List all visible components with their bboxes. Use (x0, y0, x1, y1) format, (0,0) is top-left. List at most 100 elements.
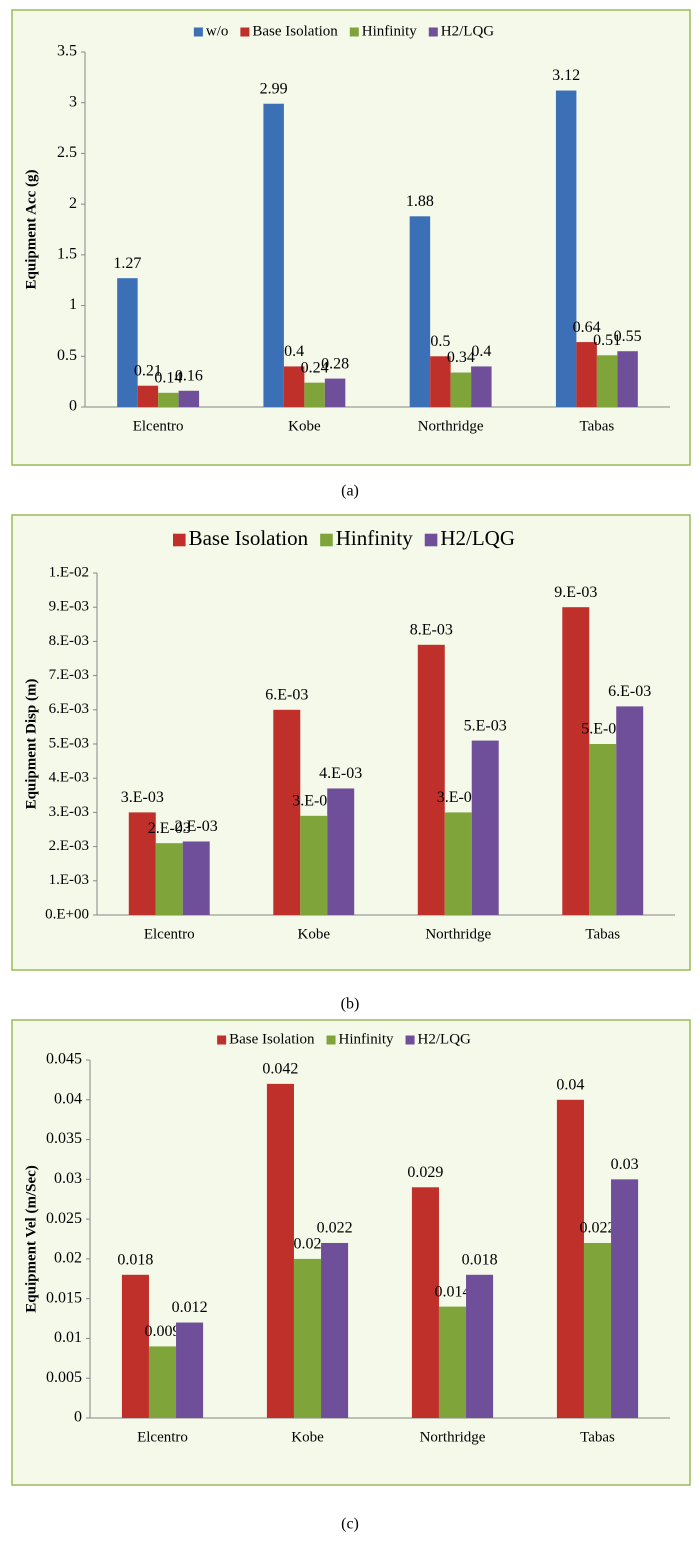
data-label: 0.012 (172, 1299, 208, 1316)
x-tick-label: Elcentro (133, 418, 184, 434)
y-tick-label: 9.E-03 (49, 599, 89, 615)
y-axis-label: Equipment Acc (g) (23, 169, 39, 289)
x-tick-label: Northridge (418, 418, 484, 434)
data-label: 5.E-03 (464, 717, 507, 734)
x-tick-label: Tabas (585, 926, 620, 942)
bar (471, 740, 499, 915)
legend-label: Base Isolation (189, 526, 309, 550)
data-label: 3.E-03 (437, 789, 480, 806)
y-axis-label: Equipment Disp (m) (23, 679, 39, 810)
bar (178, 390, 200, 407)
bar (444, 812, 472, 915)
legend-swatch (428, 27, 438, 37)
data-label: 0.16 (175, 367, 203, 384)
bar (182, 841, 210, 915)
bar (324, 378, 346, 407)
y-tick-label: 0.015 (46, 1289, 82, 1306)
data-label: 0.009 (145, 1323, 181, 1340)
data-label: 0.34 (447, 349, 475, 366)
legend-label: Base Isolation (229, 1031, 315, 1047)
x-tick-label: Elcentro (137, 1429, 188, 1445)
y-tick-label: 3.E-03 (49, 804, 89, 820)
y-tick-label: 0.025 (46, 1210, 82, 1227)
y-tick-label: 2.E-03 (49, 838, 89, 854)
bar (148, 1346, 177, 1418)
legend-swatch (240, 27, 250, 37)
data-label: 2.99 (260, 80, 288, 97)
bar (121, 1274, 149, 1418)
bar (411, 1187, 439, 1418)
bar (321, 1242, 349, 1418)
y-tick-label: 8.E-03 (49, 633, 89, 649)
legend-label: Base Isolation (252, 23, 338, 39)
data-label: 4.E-03 (319, 765, 362, 782)
data-label: 0.03 (611, 1156, 639, 1173)
legend-swatch (172, 533, 186, 547)
data-label: 0.042 (262, 1061, 298, 1078)
bar (263, 103, 284, 407)
data-label: 0.022 (317, 1220, 353, 1237)
data-label: 0.018 (462, 1251, 498, 1268)
data-label: 0.4 (284, 343, 304, 360)
y-tick-label: 0.04 (54, 1090, 82, 1107)
y-tick-label: 0.045 (46, 1051, 82, 1068)
bar (293, 1258, 322, 1418)
y-axis-label: Equipment Vel (m/Sec) (23, 1165, 39, 1313)
y-tick-label: 0 (69, 398, 77, 415)
data-label: 0.21 (134, 362, 162, 379)
legend-label: H2/LQG (418, 1031, 471, 1047)
data-label: 0.28 (321, 355, 349, 372)
bar (304, 382, 325, 407)
y-tick-label: 5.E-03 (49, 735, 89, 751)
bar (266, 1083, 294, 1418)
data-label: 2.E-03 (175, 818, 218, 835)
bar (273, 709, 301, 915)
y-tick-label: 0.5 (57, 347, 77, 364)
legend-label: H2/LQG (441, 23, 494, 39)
y-tick-label: 3.5 (57, 43, 77, 60)
bar (562, 607, 590, 915)
y-tick-label: 7.E-03 (49, 667, 89, 683)
bar (576, 342, 597, 407)
bar (611, 1179, 639, 1418)
legend-swatch (424, 533, 438, 547)
data-label: 2.E-03 (148, 820, 191, 837)
legend-swatch (326, 1035, 336, 1045)
legend-swatch (405, 1035, 415, 1045)
y-tick-label: 1.E-02 (49, 564, 89, 580)
data-label: 0.51 (593, 332, 621, 349)
bar (176, 1322, 204, 1418)
bar (555, 90, 577, 408)
legend-label: w/o (206, 23, 229, 39)
y-tick-label: 4.E-03 (49, 770, 89, 786)
bar (450, 372, 472, 407)
y-tick-label: 3 (69, 93, 77, 110)
bar (155, 843, 183, 915)
bar (137, 385, 159, 407)
x-tick-label: Kobe (298, 926, 331, 942)
data-label: 1.27 (113, 255, 141, 272)
data-label: 0.029 (407, 1164, 443, 1181)
x-tick-label: Kobe (291, 1429, 324, 1445)
data-label: 3.12 (552, 67, 580, 84)
data-label: 6.E-03 (608, 683, 651, 700)
legend-label: H2/LQG (440, 526, 515, 550)
x-tick-label: Elcentro (144, 926, 195, 942)
x-tick-label: Kobe (288, 418, 321, 434)
data-label: 5.E-03 (581, 721, 624, 738)
bar (438, 1306, 467, 1418)
x-tick-label: Northridge (425, 926, 491, 942)
y-tick-label: 1.5 (57, 246, 77, 263)
legend-label: Hinfinity (362, 23, 417, 39)
bar (117, 278, 138, 407)
caption: (a) (341, 483, 359, 500)
caption: (c) (341, 1516, 359, 1533)
y-tick-label: 1 (69, 296, 77, 313)
data-label: 0.24 (301, 359, 329, 376)
legend-swatch (320, 533, 333, 547)
bar (128, 812, 156, 915)
bar (583, 1242, 612, 1418)
data-label: 3.E-03 (121, 789, 164, 806)
bar (158, 392, 179, 407)
y-tick-label: 1.E-03 (49, 872, 89, 888)
